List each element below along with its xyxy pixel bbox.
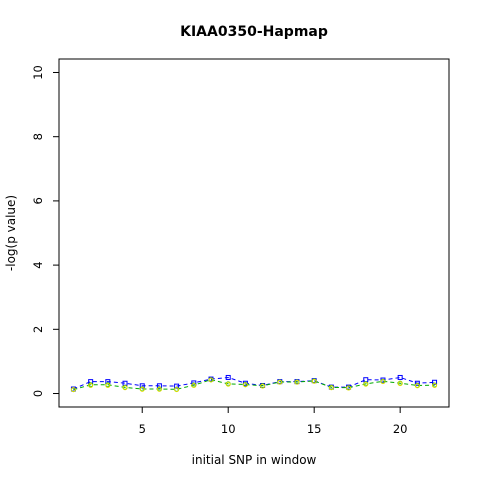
data-point bbox=[380, 379, 386, 385]
data-point bbox=[363, 381, 369, 387]
data-point bbox=[414, 380, 420, 386]
data-point bbox=[225, 374, 231, 380]
data-point bbox=[363, 377, 369, 383]
data-point bbox=[397, 381, 403, 387]
x-axis-label: initial SNP in window bbox=[192, 453, 317, 467]
data-point bbox=[70, 387, 76, 393]
data-point bbox=[122, 385, 128, 391]
data-point bbox=[174, 387, 180, 393]
y-tick-label: 10 bbox=[31, 65, 45, 80]
y-tick-label: 2 bbox=[31, 326, 45, 333]
data-point bbox=[191, 382, 197, 388]
data-point bbox=[311, 378, 317, 384]
y-tick-label: 0 bbox=[31, 390, 45, 397]
data-point bbox=[105, 382, 111, 388]
data-point bbox=[277, 379, 283, 385]
series-1-line bbox=[73, 376, 435, 390]
data-point bbox=[139, 386, 145, 392]
data-point bbox=[432, 379, 438, 385]
series-layer bbox=[70, 374, 438, 393]
x-tick-label: 5 bbox=[139, 422, 146, 436]
series-2-line bbox=[73, 379, 435, 391]
x-axis: 5 10 15 20 bbox=[139, 406, 408, 436]
plot-area-frame bbox=[58, 58, 450, 408]
y-tick-label: 6 bbox=[31, 197, 45, 204]
data-point bbox=[260, 383, 266, 389]
y-tick-label: 8 bbox=[31, 133, 45, 140]
chart-title: KIAA0350-Hapmap bbox=[180, 24, 328, 40]
data-point bbox=[432, 382, 438, 388]
x-tick-label: 15 bbox=[307, 422, 322, 436]
data-point bbox=[346, 385, 352, 391]
data-point bbox=[294, 379, 300, 385]
data-point bbox=[397, 374, 403, 380]
data-point bbox=[414, 383, 420, 389]
data-point bbox=[208, 377, 214, 383]
data-point bbox=[328, 385, 334, 391]
data-point bbox=[242, 382, 248, 388]
y-tick-label: 4 bbox=[31, 261, 45, 268]
data-point bbox=[156, 386, 162, 392]
x-tick-label: 20 bbox=[393, 422, 408, 436]
x-tick-label: 10 bbox=[221, 422, 236, 436]
data-point bbox=[225, 381, 231, 387]
y-axis-label: -log(p value) bbox=[4, 195, 18, 271]
y-axis: 0 2 4 6 8 10 bbox=[31, 65, 60, 397]
series-3 bbox=[70, 377, 438, 393]
data-point bbox=[88, 382, 94, 388]
